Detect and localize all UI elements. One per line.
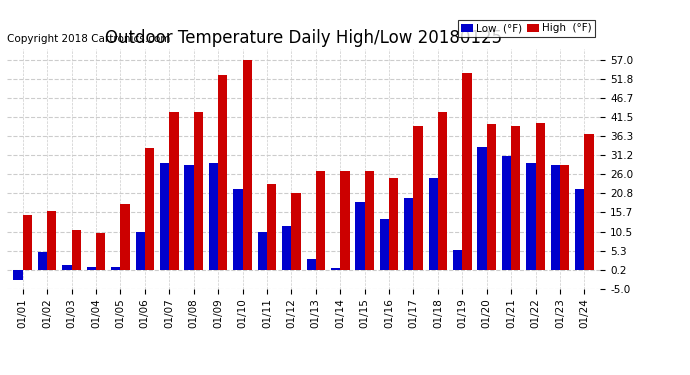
Bar bbox=[526, 163, 535, 270]
Bar bbox=[218, 75, 228, 270]
Bar bbox=[477, 147, 486, 270]
Bar bbox=[340, 171, 350, 270]
Bar bbox=[364, 171, 374, 270]
Bar bbox=[257, 231, 267, 270]
Title: Outdoor Temperature Daily High/Low 20180125: Outdoor Temperature Daily High/Low 20180… bbox=[105, 29, 502, 47]
Bar bbox=[389, 178, 398, 270]
Bar bbox=[453, 250, 462, 270]
Bar bbox=[209, 163, 218, 270]
Bar bbox=[355, 202, 364, 270]
Bar bbox=[96, 233, 106, 270]
Bar bbox=[47, 211, 57, 270]
Bar bbox=[23, 215, 32, 270]
Bar bbox=[560, 165, 569, 270]
Bar bbox=[413, 126, 423, 270]
Bar bbox=[14, 270, 23, 279]
Text: Copyright 2018 Cartronics.com: Copyright 2018 Cartronics.com bbox=[7, 34, 170, 44]
Bar bbox=[160, 163, 169, 270]
Bar bbox=[584, 134, 593, 270]
Bar bbox=[87, 267, 96, 270]
Bar bbox=[291, 193, 301, 270]
Bar bbox=[428, 178, 438, 270]
Bar bbox=[282, 226, 291, 270]
Bar bbox=[438, 111, 447, 270]
Bar bbox=[136, 231, 145, 270]
Bar bbox=[551, 165, 560, 270]
Bar bbox=[331, 268, 340, 270]
Bar bbox=[486, 124, 496, 270]
Bar bbox=[62, 265, 72, 270]
Bar bbox=[184, 165, 194, 270]
Bar bbox=[243, 60, 252, 270]
Bar bbox=[233, 189, 243, 270]
Bar bbox=[111, 267, 121, 270]
Bar bbox=[404, 198, 413, 270]
Bar bbox=[38, 252, 47, 270]
Bar bbox=[306, 259, 316, 270]
Bar bbox=[194, 111, 203, 270]
Legend: Low  (°F), High  (°F): Low (°F), High (°F) bbox=[457, 20, 595, 37]
Bar bbox=[72, 230, 81, 270]
Bar bbox=[502, 156, 511, 270]
Bar bbox=[575, 189, 584, 270]
Bar bbox=[535, 123, 545, 270]
Bar bbox=[380, 219, 389, 270]
Bar bbox=[462, 73, 471, 270]
Bar bbox=[121, 204, 130, 270]
Bar bbox=[316, 171, 325, 270]
Bar bbox=[145, 148, 154, 270]
Bar bbox=[511, 126, 520, 270]
Bar bbox=[169, 111, 179, 270]
Bar bbox=[267, 183, 276, 270]
